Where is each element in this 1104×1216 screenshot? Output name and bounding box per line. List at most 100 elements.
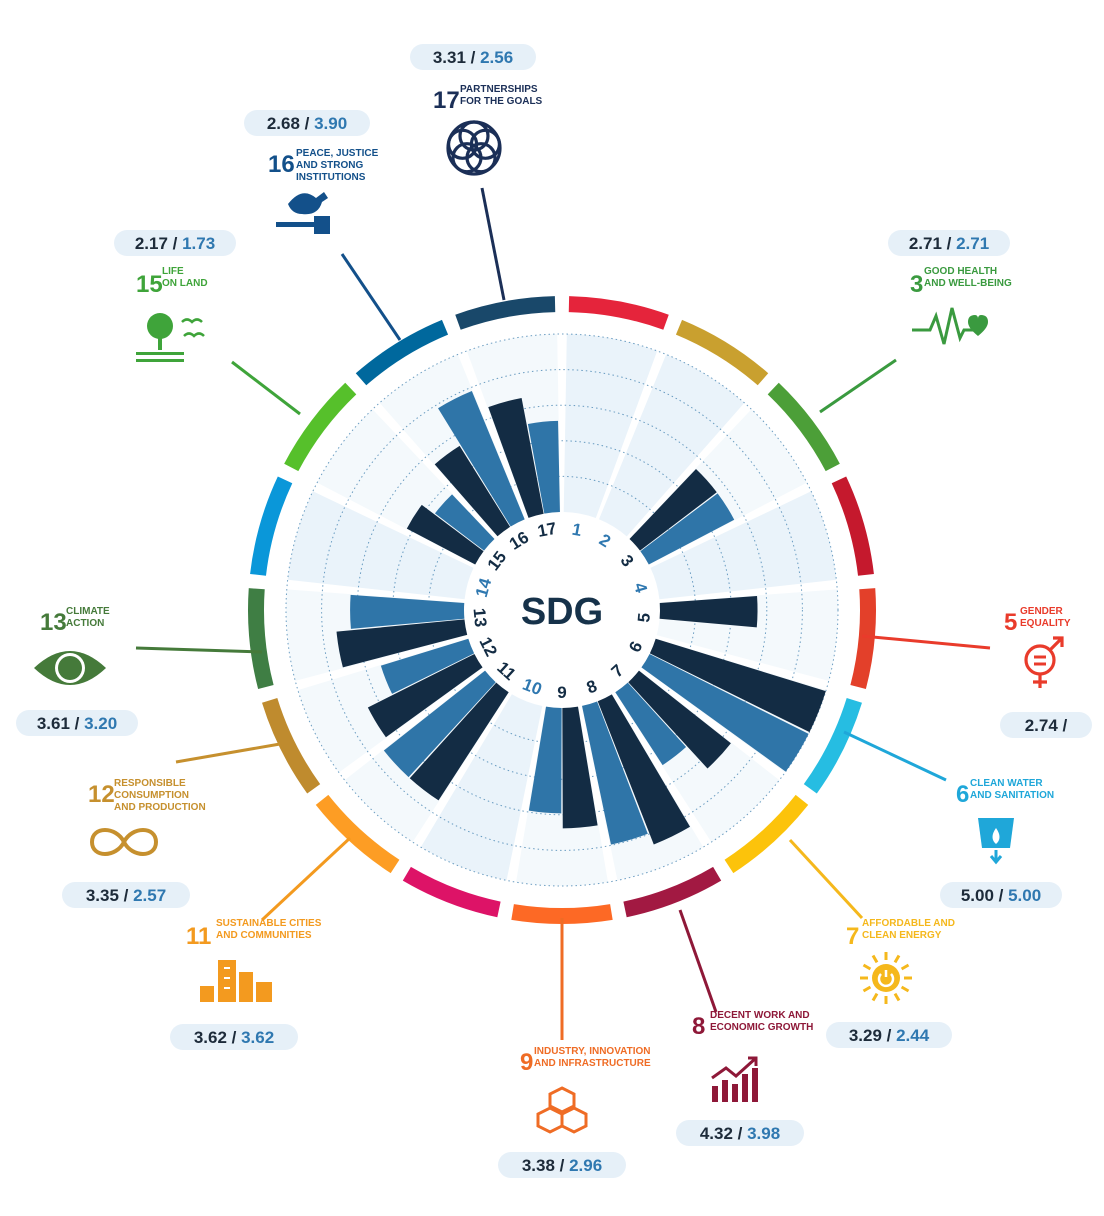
score-primary: 2.71: [909, 234, 942, 253]
goal-9: 3.38 / 2.96 9 INDUSTRY, INNOVATION AND INFR…: [498, 1046, 651, 1178]
goal-title: GENDER EQUALITY: [1020, 606, 1071, 629]
bar-light-sdg-17: [527, 420, 560, 514]
bar-dark-sdg-17: [488, 397, 544, 518]
goal-title: PARTNERSHIPS FOR THE GOALS: [460, 84, 543, 107]
goal-title-line: AND STRONG: [296, 160, 363, 171]
ring-number-14: 14: [472, 575, 496, 599]
goal-number: 13: [40, 609, 67, 636]
ring-segment-sdg-7: [724, 794, 809, 874]
ring-segment-sdg-4: [831, 476, 874, 576]
score-separator: /: [994, 886, 1008, 905]
goal-title: CLIMATE ACTION: [66, 606, 110, 629]
score-secondary: 5.00: [1008, 886, 1041, 905]
dove-gavel-icon: [276, 192, 330, 234]
goal-title-line: ON LAND: [162, 278, 208, 289]
growth-chart-icon: [711, 1056, 758, 1102]
ring-segment-sdg-16: [355, 319, 449, 386]
score-secondary: 3.98: [747, 1124, 780, 1143]
leader-line-g13: [135, 646, 263, 654]
score-text: 3.29 / 2.44: [849, 1026, 930, 1045]
score-secondary: 2.96: [569, 1156, 602, 1175]
bar-dark-sdg-3: [629, 469, 717, 551]
ring-segment-sdg-13: [247, 588, 274, 690]
score-primary: 3.31: [433, 48, 466, 67]
score-separator: /: [555, 1156, 569, 1175]
goal-title-line: DECENT WORK AND: [710, 1010, 810, 1021]
goal-title-line: AND PRODUCTION: [114, 802, 206, 813]
goal-6: 5.00 / 5.00 6 CLEAN WATER AND SANITATION: [940, 778, 1062, 908]
score-pill: [1000, 712, 1092, 738]
score-separator: /: [300, 114, 314, 133]
ring-segment-sdg-8: [623, 866, 722, 918]
partnership-rings-icon: [446, 120, 502, 176]
goal-title: LIFE ON LAND: [162, 266, 208, 289]
leader-line-g16: [340, 253, 402, 341]
score-secondary: 1.73: [182, 234, 215, 253]
sector-bg-1: [563, 334, 658, 519]
center-hub: SDG: [466, 514, 658, 706]
ring-number-17: 17: [536, 519, 558, 541]
goal-title: DECENT WORK AND ECONOMIC GROWTH: [710, 1010, 813, 1033]
leader-line-g15: [231, 360, 301, 416]
bar-dark-sdg-16: [434, 445, 511, 537]
bar-light-sdg-11: [383, 670, 496, 778]
goal-title: GOOD HEALTH AND WELL-BEING: [924, 266, 1012, 289]
ring-segment-sdg-12: [262, 698, 321, 794]
globe-eye-icon: [34, 651, 106, 685]
goal-number: 6: [956, 781, 969, 808]
leader-line-g17: [480, 187, 506, 301]
sector-bg-3: [629, 409, 807, 565]
score-text: 3.62 / 3.62: [194, 1028, 274, 1047]
goal-title-line: CLIMATE: [66, 606, 110, 617]
bars-layer: [336, 390, 826, 845]
score-secondary: 2.71: [956, 234, 989, 253]
bar-light-sdg-7: [615, 682, 687, 766]
score-text: 2.71 / 2.71: [909, 234, 989, 253]
ring-number-1: 1: [571, 520, 584, 540]
ring-segment-sdg-11: [315, 794, 400, 874]
score-pill: [888, 230, 1010, 256]
sector-bg-16: [379, 354, 526, 537]
goal-13: 3.61 / 3.20 13 CLIMATE ACTION: [16, 606, 138, 736]
tree-birds-icon: [136, 313, 205, 362]
goal-12: 3.35 / 2.57 12 RESPONSIBLE CONSUMPTION AND P…: [62, 778, 206, 908]
goal-number: 17: [433, 87, 460, 114]
score-pill: [826, 1022, 952, 1048]
goal-title-line: PEACE, JUSTICE: [296, 148, 379, 159]
leader-line-g6: [843, 730, 947, 782]
center-hub-circle: [466, 514, 658, 706]
ring-number-13: 13: [470, 607, 491, 628]
score-pill: [410, 44, 536, 70]
goal-title-line: LIFE: [162, 266, 184, 277]
bar-light-sdg-13: [350, 594, 465, 629]
score-text: 4.32 / 3.98: [700, 1124, 780, 1143]
bar-light-sdg-12: [380, 638, 475, 694]
sun-power-icon: [860, 952, 912, 1004]
goal-15: 2.17 / 1.73 15 LIFE ON LAND: [114, 230, 236, 362]
ring-segment-sdg-15: [284, 382, 357, 472]
score-pill: [244, 110, 370, 136]
goal-title: PEACE, JUSTICE AND STRONG INSTITUTIONS: [296, 148, 379, 183]
goal-number: 12: [88, 781, 115, 808]
ring-segment-sdg-3: [767, 382, 840, 472]
score-primary: 2.74: [1025, 716, 1059, 735]
goal-number: 9: [520, 1049, 533, 1076]
score-text: 2.68 / 3.90: [267, 114, 347, 133]
score-secondary: 3.90: [314, 114, 347, 133]
leader-line-g3: [819, 358, 897, 414]
bar-light-sdg-6: [641, 653, 809, 772]
goal-5: 2.74 / 5 GENDER EQUALITY: [1000, 606, 1092, 738]
score-separator: /: [70, 714, 84, 733]
score-pill: [498, 1152, 626, 1178]
score-pill: [170, 1024, 298, 1050]
grid-ring-5: [285, 333, 839, 887]
score-separator: /: [466, 48, 480, 67]
goal-16: 2.68 / 3.90 16 PEACE, JUSTICE AND STRONG INS…: [244, 110, 379, 234]
score-pill: [940, 882, 1062, 908]
goal-title-line: INSTITUTIONS: [296, 172, 366, 183]
sector-bg-4: [650, 491, 837, 600]
grid-ring-4: [321, 369, 803, 851]
bar-dark-sdg-8: [597, 694, 691, 845]
score-text: 2.17 / 1.73: [135, 234, 215, 253]
